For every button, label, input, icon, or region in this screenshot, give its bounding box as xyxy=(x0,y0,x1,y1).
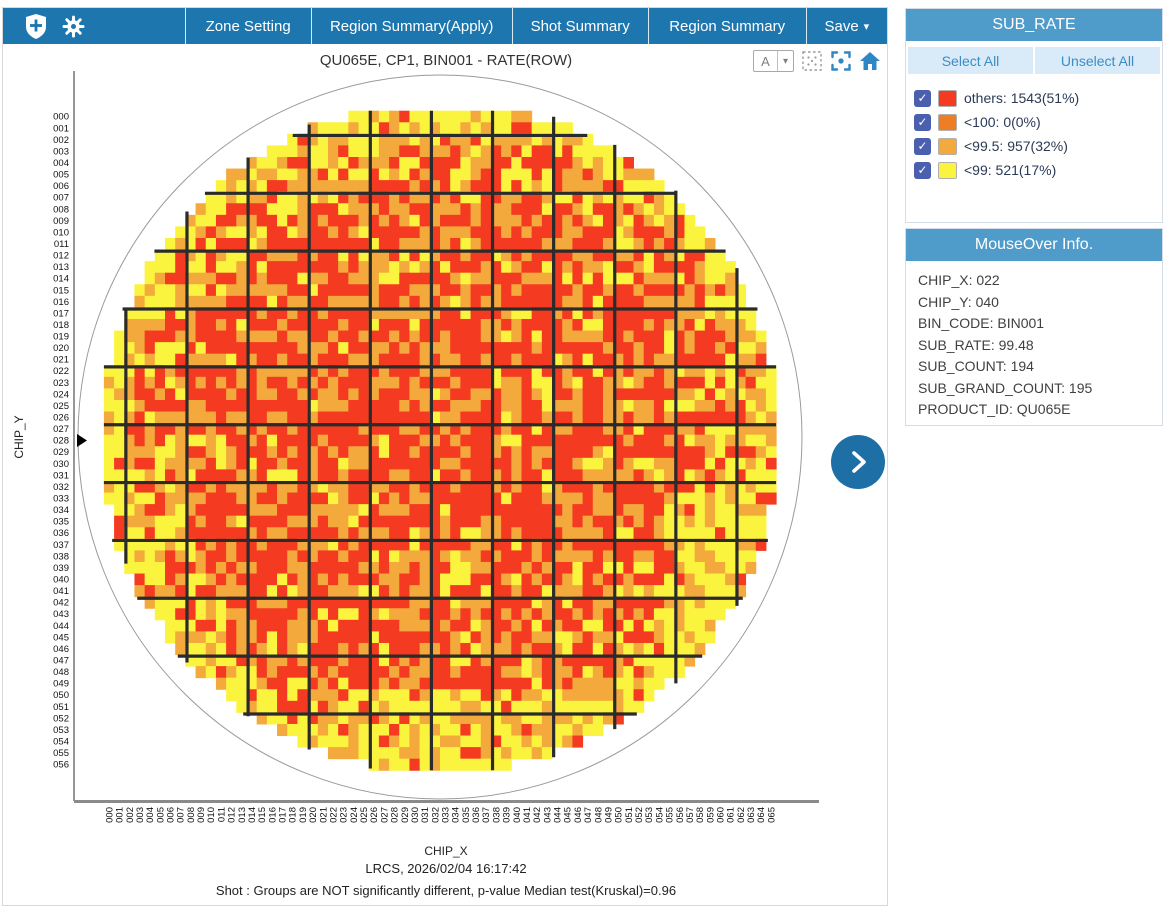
legend-item-label: <99.5: 957(32%) xyxy=(964,138,1068,154)
toolbar-tab-zone-setting[interactable]: Zone Setting xyxy=(184,8,311,44)
wafer-map[interactable] xyxy=(3,64,889,844)
legend-item-label: <99: 521(17%) xyxy=(964,162,1057,178)
mouseover-row-chip-y: CHIP_Y: 040 xyxy=(918,293,999,310)
mouseover-info-panel: MouseOver Info. CHIP_X: 022 CHIP_Y: 040 BI… xyxy=(905,228,1163,426)
toolbar-tab-shot-summary[interactable]: Shot Summary xyxy=(511,8,648,44)
legend-checkbox[interactable]: ✓ xyxy=(914,161,931,179)
gear-icon[interactable] xyxy=(61,14,86,39)
mouseover-row-bin-code: BIN_CODE: BIN001 xyxy=(918,315,1045,331)
chart-footer-timestamp: LRCS, 2026/02/04 16:17:42 xyxy=(365,861,527,876)
legend-color-swatch xyxy=(938,113,957,131)
legend-color-swatch xyxy=(938,161,957,179)
toolbar: Zone Setting Region Summary(Apply) Shot Su… xyxy=(3,8,887,44)
legend-checkbox[interactable]: ✓ xyxy=(914,113,931,131)
shield-plus-icon[interactable] xyxy=(24,13,48,40)
legend-item-others: ✓ others: 1543(51%) xyxy=(914,86,1154,110)
x-axis-label: CHIP_X xyxy=(424,844,468,858)
legend-items: ✓ others: 1543(51%) ✓ <100: 0(0%) ✓ <99.5: 95… xyxy=(906,74,1162,182)
chart-footer-stat: Shot : Groups are NOT significantly diff… xyxy=(215,883,677,898)
mouseover-rows: CHIP_X: 022 CHIP_Y: 040 BIN_CODE: BIN001 SU… xyxy=(906,261,1162,421)
toolbar-tab-region-summary-apply[interactable]: Region Summary(Apply) xyxy=(310,8,512,44)
sub-rate-panel-title: SUB_RATE xyxy=(906,9,1162,41)
toolbar-tabs: Zone Setting Region Summary(Apply) Shot Su… xyxy=(184,8,806,44)
legend-item-label: <100: 0(0%) xyxy=(964,114,1041,130)
sub-rate-panel: SUB_RATE Select All Unselect All ✓ others… xyxy=(905,8,1163,223)
mouseover-row-sub-grand-count: SUB_GRAND_COUNT: 195 xyxy=(918,379,1093,396)
legend-item-100: ✓ <100: 0(0%) xyxy=(914,110,1154,134)
save-label: Save xyxy=(824,17,859,35)
chart-panel: Zone Setting Region Summary(Apply) Shot Su… xyxy=(2,7,889,906)
y-axis-label: CHIP_Y xyxy=(12,415,26,459)
next-chart-button[interactable] xyxy=(831,435,885,489)
toolbar-tab-region-summary[interactable]: Region Summary xyxy=(647,8,806,44)
save-button[interactable]: Save ▾ xyxy=(805,8,887,44)
select-all-button[interactable]: Select All xyxy=(908,47,1033,74)
legend-item-99-5: ✓ <99.5: 957(32%) xyxy=(914,134,1154,158)
chevron-right-icon xyxy=(852,451,866,473)
unselect-all-button[interactable]: Unselect All xyxy=(1035,47,1160,74)
mouseover-row-sub-rate: SUB_RATE: 99.48 xyxy=(918,336,1034,353)
legend-select-row: Select All Unselect All xyxy=(908,47,1160,74)
mouseover-panel-title: MouseOver Info. xyxy=(906,229,1162,261)
font-dropdown-label: A xyxy=(761,53,770,69)
mouseover-row-chip-x: CHIP_X: 022 xyxy=(918,272,1000,288)
legend-item-99: ✓ <99: 521(17%) xyxy=(914,158,1154,182)
legend-item-label: others: 1543(51%) xyxy=(964,90,1080,106)
caret-down-icon: ▾ xyxy=(777,51,793,71)
mouseover-row-product-id: PRODUCT_ID: QU065E xyxy=(918,401,1071,417)
legend-color-swatch xyxy=(938,137,957,155)
legend-checkbox[interactable]: ✓ xyxy=(914,89,931,107)
toolbar-icons xyxy=(3,8,185,44)
caret-down-icon: ▾ xyxy=(863,20,870,33)
legend-color-swatch xyxy=(938,89,957,107)
legend-checkbox[interactable]: ✓ xyxy=(914,137,931,155)
mouseover-row-sub-count: SUB_COUNT: 194 xyxy=(918,358,1034,374)
